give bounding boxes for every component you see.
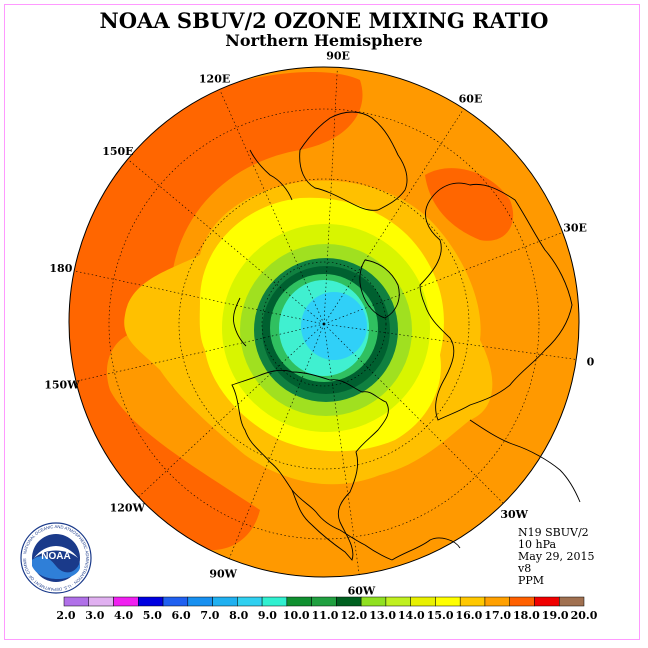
colorbar-swatch [286, 596, 312, 607]
colorbar-swatch [138, 596, 164, 607]
colorbar-tick-label: 17.0 [484, 609, 511, 622]
colorbar-tick-label: 15.0 [427, 609, 454, 622]
longitude-label: 30W [500, 508, 528, 521]
colorbar-tick-label: 18.0 [513, 609, 540, 622]
colorbar-swatch [509, 596, 535, 607]
colorbar-tick-label: 13.0 [369, 609, 396, 622]
colorbar-tick-label: 2.0 [56, 609, 75, 622]
meridian-lines [74, 69, 577, 577]
units-label: PPM [518, 574, 545, 587]
coast-central-america [291, 489, 393, 561]
colorbar-tick-label: 8.0 [229, 609, 248, 622]
latitude-circle-50 [178, 178, 470, 470]
map-title: NOAA SBUV/2 OZONE MIXING RATIO [99, 8, 549, 33]
colorbar-tick-label: 19.0 [542, 609, 569, 622]
latitude-circle-30 [108, 108, 540, 540]
meridian-line [228, 323, 325, 561]
colorbar-tick-label: 6.0 [172, 609, 191, 622]
colorbar-swatch [187, 596, 213, 607]
colorbar-swatch [261, 596, 288, 607]
colorbar-swatch [88, 596, 114, 607]
meridian-line [323, 323, 505, 505]
meridian-line [220, 90, 325, 325]
field-18ppm-west [69, 72, 363, 551]
longitude-label: 30E [563, 222, 587, 235]
colorbar-swatches [63, 596, 585, 607]
coast-africa [469, 419, 581, 503]
meridian-line [323, 69, 338, 325]
coast-greenland [359, 259, 400, 319]
data-info: N19 SBUV/2 10 hPa May 29, 2015 v8 PPM [518, 527, 595, 587]
meridian-line [74, 270, 325, 325]
logo-wave [32, 556, 80, 579]
colorbar-tick-label: 10.0 [283, 609, 310, 622]
colorbar-tick-label: 16.0 [456, 609, 483, 622]
field-18ppm-east [425, 168, 514, 241]
longitude-label: 90W [209, 567, 237, 580]
colorbar-swatch [385, 596, 411, 607]
colorbar-tick-label: 4.0 [114, 609, 133, 622]
longitude-label: 150W [44, 379, 80, 392]
colorbar-swatch [558, 596, 585, 607]
logo-text: NOAA [41, 551, 70, 562]
coast-eurasia [419, 182, 573, 421]
noaa-logo: NOAA NATIONAL OCEANIC AND ATMOSPHERIC AD… [20, 522, 92, 594]
meridian-line [75, 323, 325, 382]
colorbar-swatch [212, 596, 238, 607]
latitude-circle-70 [261, 261, 387, 387]
colorbar-swatch [459, 596, 486, 607]
longitude-label: 180 [49, 262, 72, 275]
longitude-label: 120E [199, 72, 230, 85]
longitude-label: 0 [587, 355, 595, 368]
colorbar-swatch [336, 596, 362, 607]
colorbar-swatch [534, 596, 560, 607]
meridian-line [323, 323, 577, 360]
colorbar-swatch [360, 596, 387, 607]
meridian-line [323, 323, 360, 577]
colorbar-swatch [237, 596, 263, 607]
colorbar-tick-labels: 2.0 3.0 4.0 5.0 6.0 7.0 8.0 9.0 10.0 11.0 12.0 13.0… [56, 609, 597, 622]
ozone-field [69, 67, 579, 577]
colorbar-tick-label: 11.0 [312, 609, 339, 622]
colorbar-swatch [435, 596, 461, 607]
colorbar-tick-label: 20.0 [571, 609, 598, 622]
instrument-label: N19 SBUV/2 [518, 526, 589, 539]
date-label: May 29, 2015 [518, 550, 595, 563]
longitude-label: 150E [102, 145, 133, 158]
colorbar-swatch [63, 596, 90, 607]
logo-bird [34, 546, 78, 558]
map-boundary [68, 66, 580, 578]
longitude-label: 60W [348, 584, 376, 597]
colorbar-swatch [162, 596, 189, 607]
colorbar-swatch [113, 596, 139, 607]
pressure-level-label: 10 hPa [518, 538, 557, 551]
colorbar-tick-label: 5.0 [143, 609, 162, 622]
meridian-line [323, 109, 464, 325]
longitude-labels: 90E 60E 30E 0 30W 60W 90W 120W 150W 180 150E 120E [44, 49, 594, 597]
longitude-label: 120W [110, 502, 146, 515]
coast-asia-south [249, 149, 293, 201]
coast-north-america [231, 369, 389, 561]
map-subtitle: Northern Hemisphere [225, 31, 423, 50]
meridian-line [323, 232, 563, 325]
meridian-line [128, 159, 325, 325]
colorbar-tick-label: 12.0 [340, 609, 367, 622]
colorbar-tick-label: 3.0 [85, 609, 104, 622]
colorbar-swatch [311, 596, 337, 607]
graticule [74, 69, 577, 577]
coast-asia-east [299, 111, 408, 211]
longitude-label: 60E [459, 92, 483, 105]
version-label: v8 [518, 562, 532, 575]
colorbar-swatch [484, 596, 510, 607]
longitude-label: 90E [326, 49, 350, 62]
colorbar-swatch [410, 596, 436, 607]
colorbar-tick-label: 7.0 [200, 609, 219, 622]
colorbar-tick-label: 9.0 [258, 609, 277, 622]
colorbar-tick-label: 14.0 [398, 609, 425, 622]
meridian-line [137, 323, 325, 499]
